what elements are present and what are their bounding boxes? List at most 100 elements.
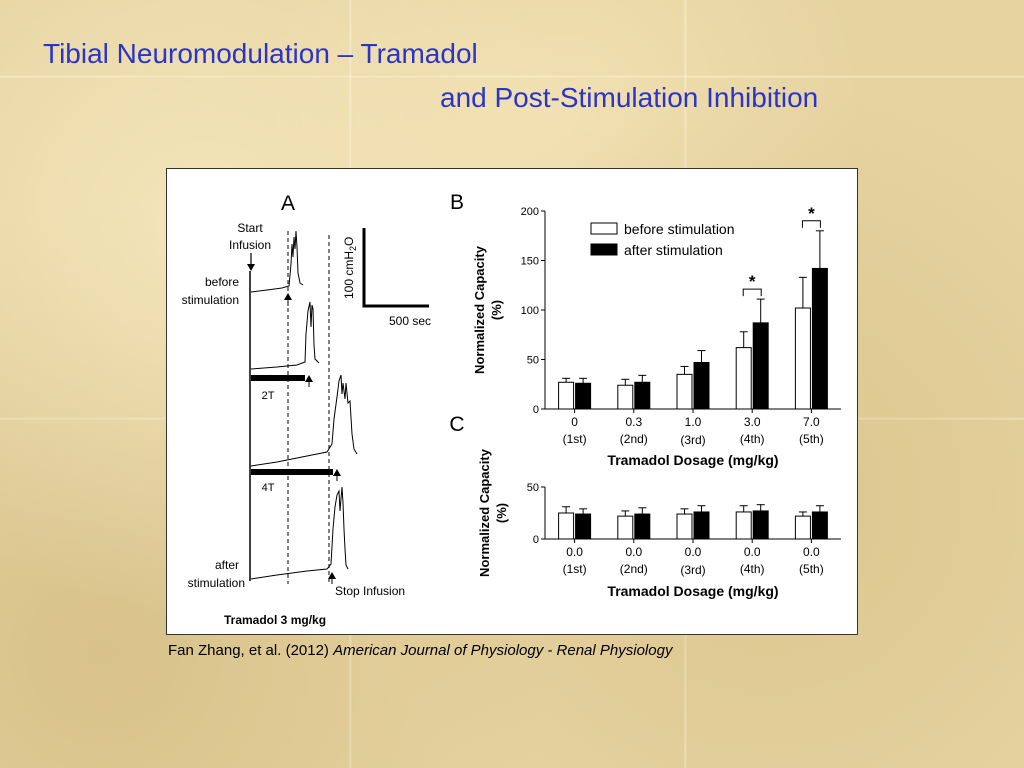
chart-b-bar-s0-4 (794, 307, 811, 410)
stop-infusion-label: Stop Infusion (335, 584, 405, 598)
chart-b-xlabel: Tramadol Dosage (mg/kg) (607, 452, 778, 468)
chart-b-xtick-sublabel-3: (4th) (740, 432, 765, 446)
figure-panel: A Start Infusion before stimulation afte… (166, 168, 858, 635)
panel-a-label: A (281, 192, 295, 215)
scale-bar (362, 228, 429, 308)
chart-b-bar-s1-3 (752, 322, 769, 410)
chart-b-ytick-label-0: 0 (533, 404, 539, 416)
chart-b-xtick-sublabel-4: (5th) (799, 432, 824, 446)
chart-b-bar-s1-2 (693, 361, 710, 410)
chart-c-bar-s0-4 (794, 515, 811, 540)
chart-c-bar-s1-0 (575, 513, 592, 540)
chart-c-xtick-label-4: 0.0 (803, 545, 820, 559)
before-stim-label-2: stimulation (182, 293, 239, 307)
chart-c-ylabel-line1: Normalized Capacity (477, 448, 492, 577)
chart-b-legend-swatch-1 (590, 243, 618, 256)
chart-c-bar-s1-3 (752, 510, 769, 540)
chart-c-bar-s1-1 (634, 513, 651, 540)
chart-b-ytick-label-2: 100 (521, 305, 539, 317)
chart-b-legend-swatch-0 (590, 222, 618, 235)
chart-b: 0 50 100 150 200 Normalized Capacity (%) 0 (1st)… (472, 204, 841, 468)
trace-2t-arrow-icon (305, 375, 313, 382)
panel-b-label: B (450, 191, 464, 214)
after-stim-label-1: after (215, 558, 239, 572)
scale-time-label: 500 sec (389, 314, 431, 328)
chart-b-sig-bracket-1 (801, 220, 821, 228)
chart-b-ylabel-line1: Normalized Capacity (472, 245, 487, 374)
chart-c-xtick-label-2: 0.0 (685, 545, 702, 559)
panel-c-label: C (449, 413, 464, 436)
scale-pressure-main: 100 cmH (342, 251, 356, 299)
chart-c-bar-s0-2 (676, 513, 693, 540)
chart-b-xtick-sublabel-1: (2nd) (620, 432, 648, 446)
chart-b-bar-s0-3 (735, 347, 752, 410)
chart-c-xtick-sublabel-4: (5th) (799, 562, 824, 576)
scale-pressure-tail: O (342, 237, 356, 246)
chart-c-xtick-sublabel-2: (3rd) (680, 563, 705, 577)
chart-b-bar-s1-1 (634, 381, 651, 410)
chart-c-bar-s0-1 (617, 515, 634, 540)
chart-b-bar-s0-0 (558, 381, 575, 410)
panel-a-footer: Tramadol 3 mg/kg (224, 613, 326, 627)
stim-bar-2t (251, 375, 305, 381)
trace-4t (250, 374, 358, 467)
chart-b-ytick-label-3: 150 (521, 256, 539, 268)
chart-b-xtick-sublabel-0: (1st) (563, 432, 587, 446)
chart-c-bar-s0-3 (735, 511, 752, 540)
trace-2t (250, 301, 320, 370)
figure-svg: A Start Infusion before stimulation afte… (182, 191, 841, 627)
chart-b-xtick-label-4: 7.0 (803, 415, 820, 429)
chart-c-bar-s1-2 (693, 511, 710, 540)
start-infusion-label-2: Infusion (229, 238, 271, 252)
trace-before (250, 230, 304, 293)
stim-2t-label: 2T (262, 390, 275, 402)
chart-b-sig-bracket-0 (742, 288, 762, 297)
after-stim-label-2: stimulation (188, 576, 245, 590)
citation: Fan Zhang, et al. (2012) American Journa… (168, 642, 672, 659)
chart-c-xtick-sublabel-1: (2nd) (620, 562, 648, 576)
chart-c-ytick-label-1: 50 (527, 482, 539, 494)
slide-title-line2: and Post-Stimulation Inhibition (440, 82, 819, 113)
before-stim-label-1: before (205, 275, 239, 289)
start-infusion-label-1: Start (237, 221, 263, 235)
chart-b-bar-s1-4 (811, 267, 828, 410)
chart-c-bar-s0-0 (558, 512, 575, 540)
chart-b-bar-s0-1 (617, 384, 634, 410)
chart-b-xtick-label-1: 0.3 (625, 415, 642, 429)
chart-c-xtick-label-1: 0.0 (625, 545, 642, 559)
chart-b-ytick-label-1: 50 (527, 355, 539, 367)
chart-c: 0 50 Normalized Capacity (%) 0.0 (1st) 0.0 (2nd… (477, 448, 841, 599)
chart-b-xtick-label-3: 3.0 (744, 415, 761, 429)
chart-c-xtick-sublabel-3: (4th) (740, 562, 765, 576)
slide-title-line1: Tibial Neuromodulation – Tramadol (43, 38, 478, 69)
panel-a: A Start Infusion before stimulation afte… (182, 192, 431, 627)
chart-b-xtick-label-2: 1.0 (685, 415, 702, 429)
citation-authors: Fan Zhang, et al. (2012) (168, 642, 334, 659)
chart-b-ytick-label-4: 200 (521, 206, 539, 218)
trace-after (250, 486, 349, 580)
chart-c-xtick-label-3: 0.0 (744, 545, 761, 559)
chart-b-sig-mark-0: * (749, 272, 756, 291)
scale-pressure-label: 100 cmH2O (342, 237, 358, 299)
trace-before-arrow-icon (284, 293, 292, 300)
chart-c-ylabel-line2: (%) (494, 503, 509, 523)
chart-b-xtick-sublabel-2: (3rd) (680, 433, 705, 447)
chart-c-xlabel: Tramadol Dosage (mg/kg) (607, 583, 778, 599)
stim-bar-4t (251, 469, 333, 475)
stim-4t-label: 4T (262, 482, 275, 494)
chart-b-xtick-label-0: 0 (571, 415, 578, 429)
citation-journal: American Journal of Physiology - Renal P… (333, 642, 673, 659)
trace-4t-arrow-icon (333, 469, 341, 476)
chart-b-ylabel-line2: (%) (489, 300, 504, 320)
chart-c-xtick-label-0: 0.0 (566, 545, 583, 559)
stop-infusion-arrow-icon (328, 572, 336, 579)
start-infusion-arrowhead-icon (247, 264, 255, 271)
chart-c-xtick-sublabel-0: (1st) (563, 562, 587, 576)
chart-b-legend-label-0: before stimulation (624, 221, 735, 237)
chart-c-bar-s1-4 (811, 511, 828, 540)
scale-pressure-sub: 2 (348, 246, 358, 251)
chart-b-bar-s1-0 (575, 382, 592, 410)
chart-b-legend-label-1: after stimulation (624, 242, 723, 258)
chart-b-bar-s0-2 (676, 373, 693, 410)
chart-c-ytick-label-0: 0 (533, 534, 539, 546)
